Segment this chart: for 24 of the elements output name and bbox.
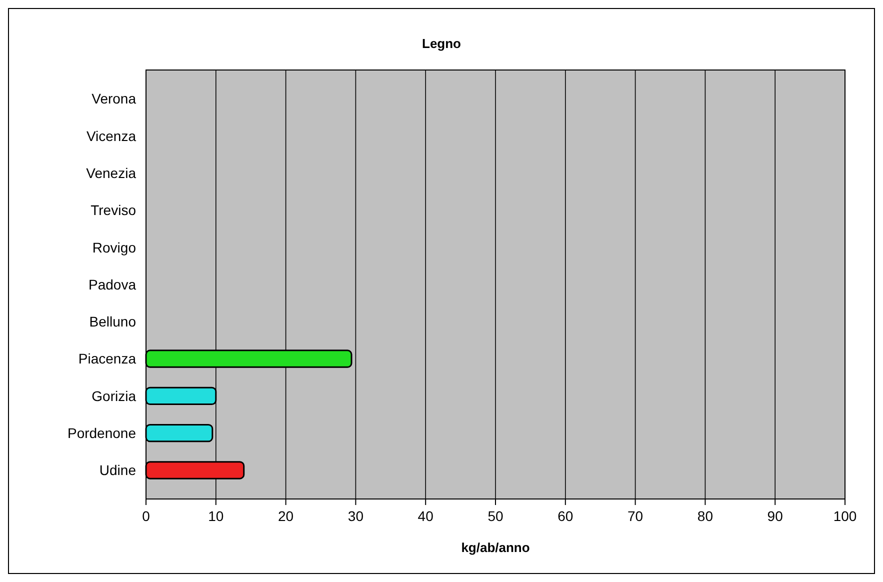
y-tick-label: Gorizia bbox=[92, 388, 136, 404]
y-tick-label: Vicenza bbox=[86, 128, 136, 144]
y-tick-label: Pordenone bbox=[67, 424, 136, 441]
y-tick-label: Venezia bbox=[86, 164, 136, 181]
x-tick-label: 70 bbox=[628, 508, 644, 524]
y-tick-label: Belluno bbox=[89, 314, 136, 330]
x-tick-label: 50 bbox=[488, 508, 504, 524]
x-tick-label: 80 bbox=[697, 508, 714, 524]
chart-title: Legno bbox=[422, 36, 462, 51]
x-tick-label: 40 bbox=[418, 508, 434, 524]
x-tick-label: 10 bbox=[208, 508, 224, 524]
x-tick-label: 20 bbox=[278, 508, 294, 524]
y-tick-label: Piacenza bbox=[78, 350, 136, 367]
y-tick-label: Padova bbox=[88, 276, 136, 292]
x-axis-title: kg/ab/anno bbox=[461, 540, 530, 555]
y-tick-label: Treviso bbox=[90, 202, 136, 218]
x-tick-label: 100 bbox=[833, 508, 857, 524]
x-tick-label: 0 bbox=[142, 508, 150, 524]
x-tick-label: 30 bbox=[348, 508, 364, 524]
x-tick-label: 90 bbox=[767, 508, 784, 524]
x-tick-label: 60 bbox=[558, 508, 574, 524]
y-tick-label: Verona bbox=[92, 90, 136, 107]
y-tick-label: Rovigo bbox=[92, 239, 136, 256]
y-tick-label: Udine bbox=[99, 462, 136, 478]
